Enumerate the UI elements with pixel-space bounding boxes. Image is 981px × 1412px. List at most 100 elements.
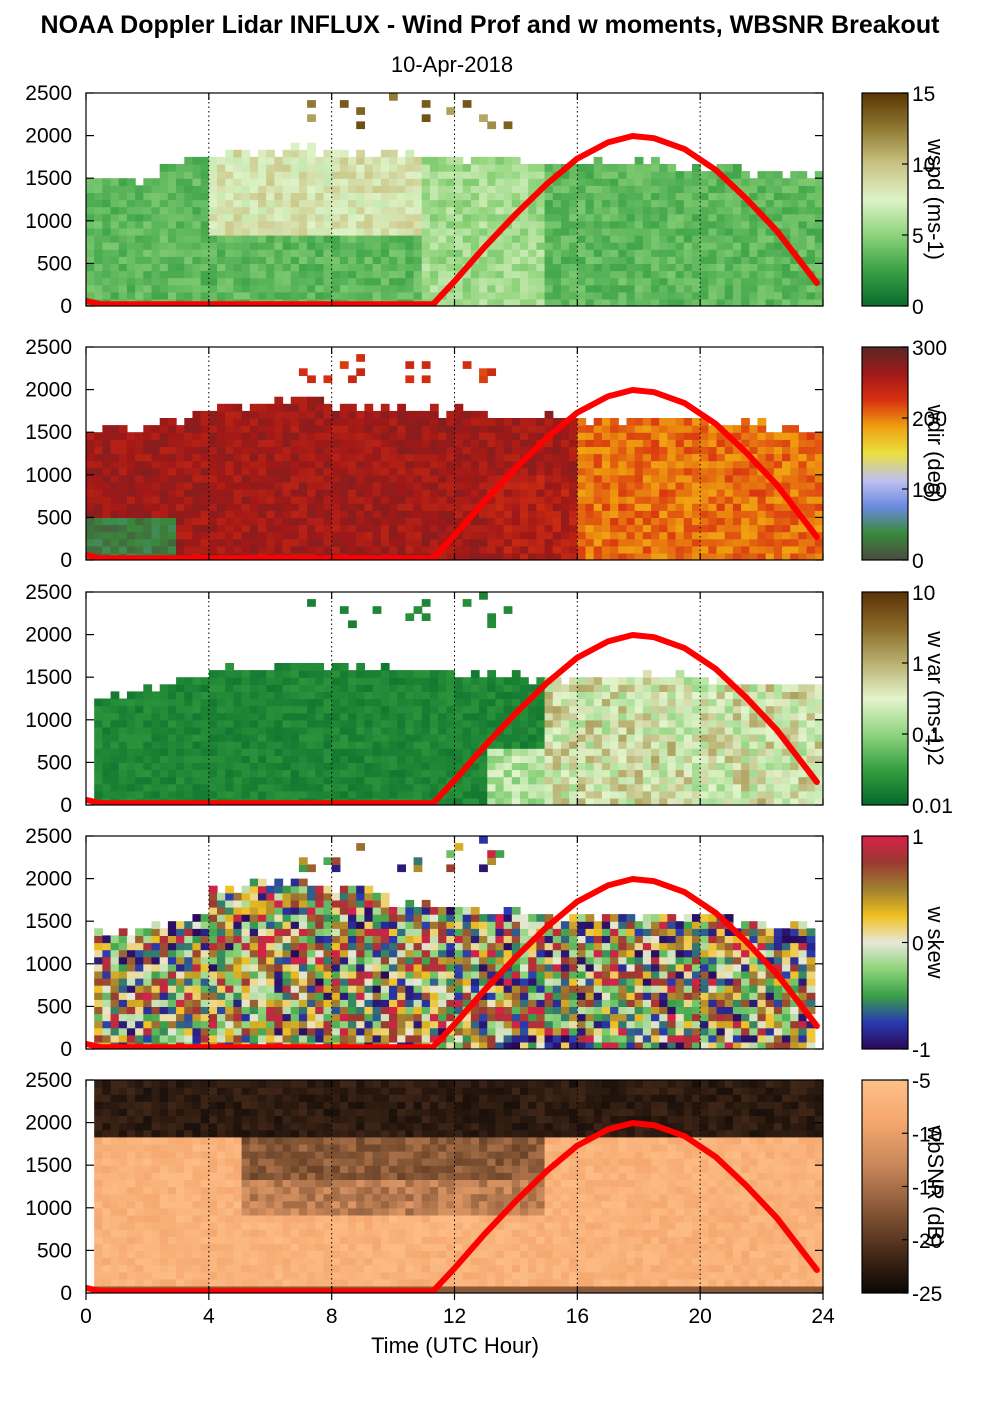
heatmap-cell — [135, 762, 144, 771]
heatmap-cell — [544, 291, 554, 300]
heatmap-cell — [626, 496, 636, 504]
heatmap-cell — [364, 670, 374, 678]
heatmap-cell — [298, 762, 308, 771]
heatmap-cell — [118, 489, 128, 497]
heatmap-cell — [356, 410, 366, 419]
heatmap-cell — [339, 453, 349, 462]
heatmap-cell — [421, 734, 431, 742]
heatmap-cell — [691, 213, 701, 222]
heatmap-cell — [560, 496, 570, 504]
heatmap-cell — [282, 263, 292, 272]
heatmap-cell — [388, 418, 398, 426]
heatmap-cell — [200, 748, 210, 756]
heatmap-cell — [782, 460, 791, 469]
heatmap-cell — [298, 712, 308, 721]
heatmap-cell — [135, 432, 144, 440]
heatmap-cell — [732, 291, 742, 300]
heatmap-cell — [651, 242, 660, 250]
heatmap-cell — [257, 467, 267, 476]
heatmap-cell — [405, 227, 415, 236]
heatmap-cell — [388, 263, 398, 272]
heatmap-cell — [257, 410, 267, 419]
heatmap-cell — [217, 712, 226, 721]
heatmap-cell — [593, 545, 603, 554]
heatmap-cell — [274, 531, 284, 540]
heatmap-cell — [257, 192, 267, 201]
heatmap-cell — [364, 677, 374, 685]
heatmap-cell — [429, 453, 439, 462]
heatmap-cell — [421, 755, 431, 763]
heatmap-cell — [405, 156, 415, 165]
heatmap-cell — [200, 425, 210, 433]
heatmap-cell — [765, 545, 775, 554]
heatmap-cell — [593, 741, 603, 749]
heatmap-cell — [421, 524, 431, 533]
heatmap-cell — [487, 726, 497, 735]
heatmap-cell — [495, 425, 505, 433]
heatmap-cell — [208, 684, 218, 692]
heatmap-cell — [429, 474, 439, 483]
heatmap-cell — [700, 545, 709, 554]
heatmap-cell — [380, 545, 390, 554]
heatmap-cell — [315, 545, 325, 554]
heatmap-cell — [233, 538, 243, 547]
heatmap-cell — [757, 235, 767, 243]
heatmap-cell — [651, 418, 660, 426]
heatmap-cell — [126, 734, 136, 742]
heatmap-cell — [372, 220, 382, 229]
heatmap-cell — [159, 277, 169, 286]
heatmap-cell — [217, 545, 226, 554]
heatmap-cell — [487, 503, 497, 511]
heatmap-cell — [397, 524, 406, 533]
heatmap-cell — [569, 277, 578, 286]
heatmap-cell — [339, 538, 349, 547]
heatmap-cell — [585, 213, 595, 222]
heatmap-cell — [429, 538, 439, 547]
heatmap-cell — [380, 249, 390, 257]
heatmap-cell — [544, 220, 554, 229]
heatmap-cell — [626, 425, 636, 433]
heatmap-cell — [282, 510, 292, 518]
heatmap-cell — [585, 769, 595, 778]
heatmap-cell — [675, 538, 685, 547]
heatmap-cell — [323, 164, 333, 172]
heatmap-cell — [618, 460, 628, 469]
heatmap-cell — [569, 199, 578, 208]
heatmap-cell — [380, 178, 390, 186]
heatmap-cell — [102, 734, 112, 742]
heatmap-cell — [610, 510, 619, 518]
heatmap-cell — [257, 748, 267, 756]
heatmap-cell — [397, 741, 406, 749]
heatmap-cell — [380, 446, 390, 455]
heatmap-cell — [601, 263, 611, 272]
heatmap-cell — [388, 755, 398, 763]
heatmap-cell — [282, 171, 292, 179]
heatmap-cell — [593, 235, 603, 243]
heatmap-cell — [282, 235, 292, 243]
heatmap-cell — [814, 206, 823, 215]
heatmap-cell — [380, 270, 390, 279]
heatmap-cell — [266, 783, 275, 792]
heatmap-cell — [479, 425, 488, 433]
heatmap-cell — [700, 517, 709, 526]
heatmap-cell — [470, 156, 480, 165]
heatmap-cell — [495, 741, 505, 749]
heatmap-cell — [511, 769, 521, 778]
heatmap-cell — [790, 242, 800, 250]
heatmap-cell — [413, 425, 423, 433]
heatmap-cell — [659, 242, 669, 250]
heatmap-cell — [356, 432, 366, 440]
heatmap-cell — [225, 410, 234, 419]
heatmap-cell — [266, 439, 275, 447]
heatmap-cell — [184, 467, 194, 476]
heatmap-cell — [773, 467, 783, 476]
heatmap-cell — [151, 691, 161, 700]
heatmap-cell — [765, 489, 775, 497]
heatmap-cell — [569, 192, 578, 201]
heatmap-cell — [298, 249, 308, 257]
heatmap-cell — [413, 670, 423, 678]
heatmap-cell — [773, 446, 783, 455]
heatmap-cell — [307, 206, 316, 215]
heatmap-cell — [487, 460, 497, 469]
heatmap-cell — [716, 489, 726, 497]
